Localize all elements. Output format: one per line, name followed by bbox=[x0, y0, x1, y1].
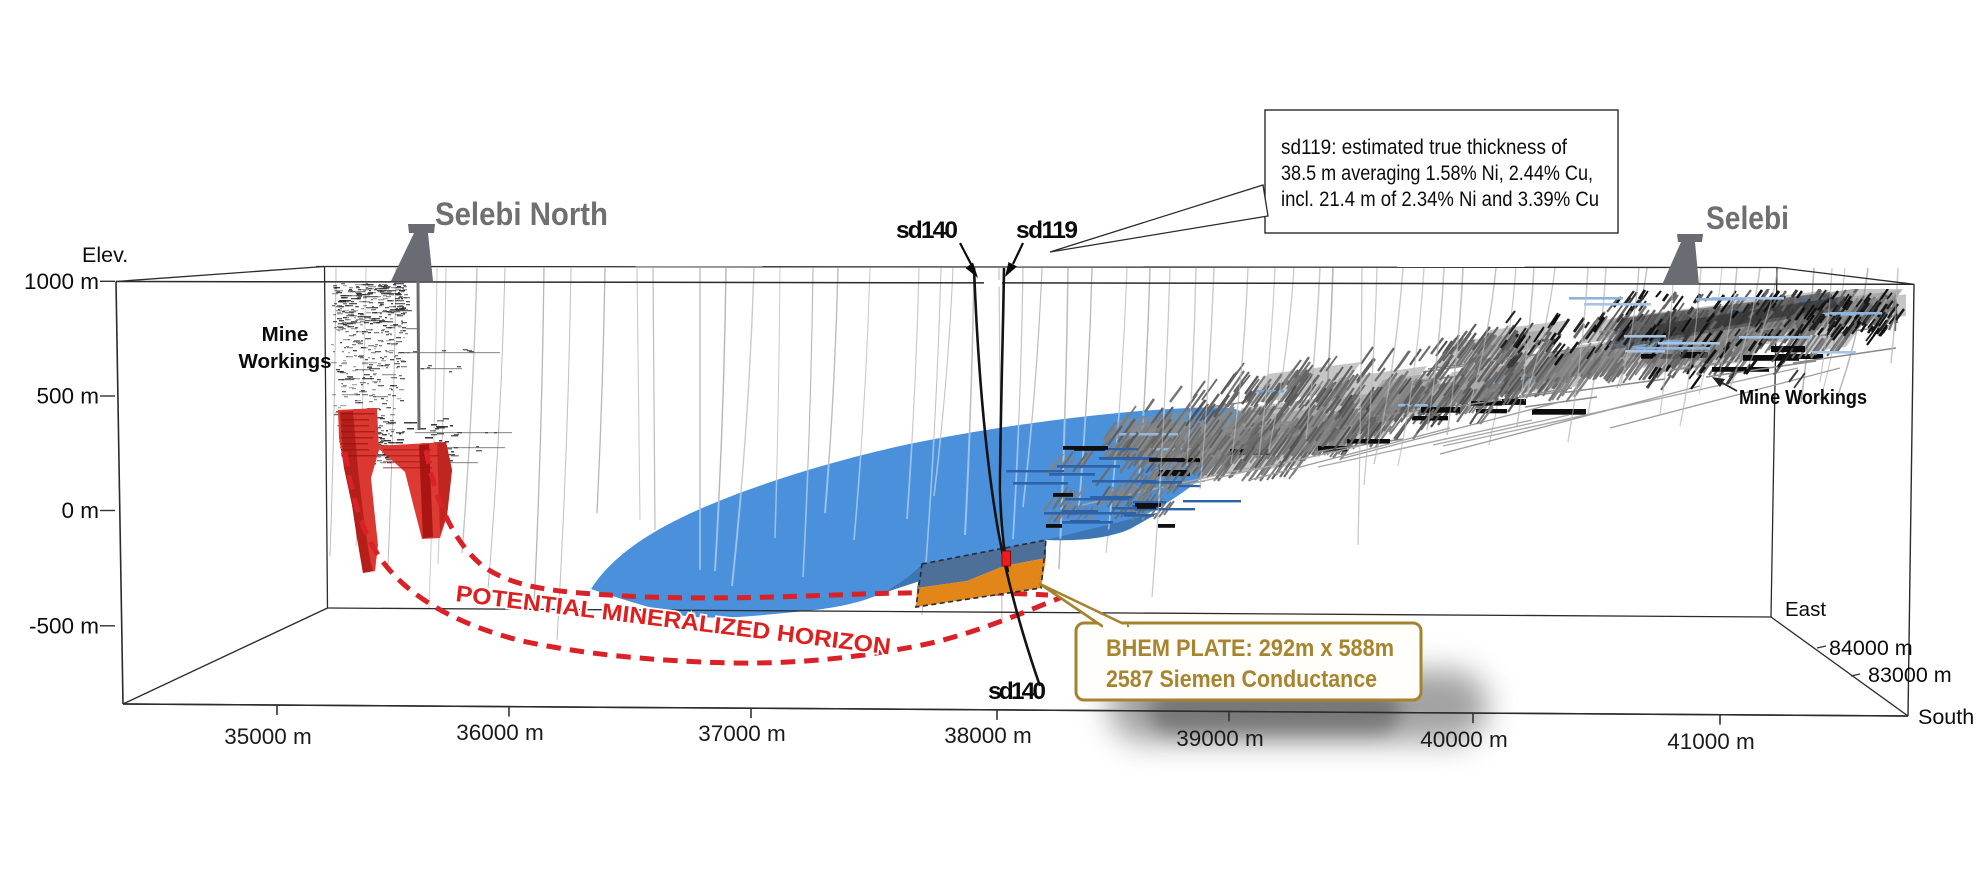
svg-text:sd119: estimated true thicknes: sd119: estimated true thickness of bbox=[1281, 135, 1567, 159]
svg-text:36000 m: 36000 m bbox=[456, 720, 544, 745]
svg-text:83000 m: 83000 m bbox=[1868, 663, 1952, 687]
svg-text:38.5 m averaging 1.58% Ni, 2.4: 38.5 m averaging 1.58% Ni, 2.44% Cu, bbox=[1281, 161, 1593, 185]
svg-text:84000 m: 84000 m bbox=[1829, 636, 1913, 660]
svg-text:Elev.: Elev. bbox=[82, 243, 128, 267]
svg-text:BHEM PLATE: 292m x 588m: BHEM PLATE: 292m x 588m bbox=[1106, 635, 1394, 662]
svg-text:-500 m: -500 m bbox=[29, 613, 99, 638]
svg-text:Mine: Mine bbox=[262, 323, 309, 346]
svg-text:38000 m: 38000 m bbox=[944, 723, 1032, 748]
svg-text:40000 m: 40000 m bbox=[1420, 727, 1508, 752]
svg-text:0 m: 0 m bbox=[61, 498, 99, 523]
svg-text:1000 m: 1000 m bbox=[24, 269, 99, 294]
svg-text:35000 m: 35000 m bbox=[224, 724, 312, 749]
svg-text:Workings: Workings bbox=[238, 350, 331, 373]
svg-text:sd140: sd140 bbox=[896, 217, 958, 244]
svg-text:500 m: 500 m bbox=[36, 384, 99, 409]
svg-text:Selebi: Selebi bbox=[1706, 200, 1789, 236]
svg-text:East: East bbox=[1785, 598, 1826, 621]
svg-text:Mine Workings: Mine Workings bbox=[1739, 386, 1867, 409]
svg-text:sd140: sd140 bbox=[988, 678, 1046, 705]
svg-text:41000 m: 41000 m bbox=[1667, 729, 1755, 754]
svg-text:sd119: sd119 bbox=[1016, 217, 1078, 244]
svg-text:39000 m: 39000 m bbox=[1176, 726, 1264, 751]
svg-text:incl. 21.4 m of 2.34% Ni and 3: incl. 21.4 m of 2.34% Ni and 3.39% Cu bbox=[1281, 187, 1599, 211]
svg-text:37000 m: 37000 m bbox=[698, 721, 786, 746]
svg-text:South: South bbox=[1918, 705, 1974, 729]
svg-text:2587 Siemen Conductance: 2587 Siemen Conductance bbox=[1106, 666, 1377, 693]
svg-text:Selebi North: Selebi North bbox=[435, 196, 608, 232]
